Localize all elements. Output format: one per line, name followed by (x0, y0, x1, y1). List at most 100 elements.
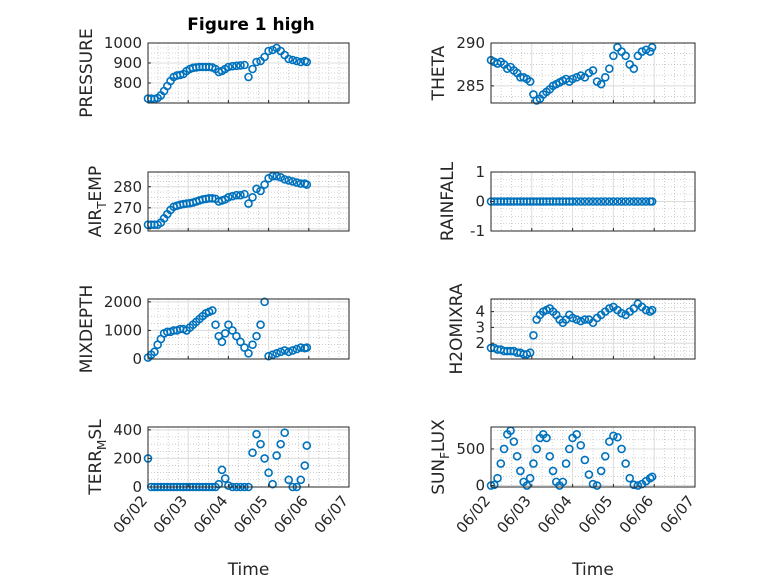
x-tick-label: 06/03 (150, 492, 192, 537)
data-point (280, 175, 289, 184)
data-point (296, 179, 306, 188)
data-point (268, 171, 277, 181)
data-point (647, 197, 657, 206)
data-point (617, 197, 626, 206)
data-point (232, 61, 241, 71)
data-point (296, 57, 306, 67)
data-point (576, 316, 586, 326)
data-point (211, 320, 220, 330)
data-point (609, 431, 618, 441)
data-point (592, 481, 602, 490)
data-point (522, 481, 532, 490)
data-point (645, 47, 655, 56)
data-point (256, 439, 265, 449)
x-axis-label: Time (571, 560, 614, 580)
data-point (260, 52, 269, 62)
data-point (220, 328, 230, 338)
data-point (588, 479, 598, 489)
y-tick-label: 200 (113, 449, 142, 467)
data-point (572, 315, 581, 324)
y-axis-label: SUNFLUX (429, 419, 452, 495)
y-tick-label: 280 (113, 178, 142, 196)
data-point (260, 454, 269, 463)
data-point (568, 313, 577, 323)
data-point (260, 180, 269, 189)
data-point (276, 347, 285, 357)
figure-title: Figure 1 high (187, 15, 315, 35)
data-point (284, 475, 294, 485)
y-tick-label: 1000 (104, 321, 142, 339)
data-point (232, 190, 241, 200)
y-axis-label: THETA (429, 45, 449, 101)
y-tick-label: 2 (475, 334, 485, 352)
data-point (302, 180, 312, 189)
data-point (272, 171, 281, 181)
y-axis-label: H2OMIXRA (447, 283, 467, 374)
y-tick-label: 0 (475, 193, 485, 211)
data-point (561, 459, 571, 468)
y-tick-label: -1 (470, 222, 485, 240)
y-tick-label: 285 (456, 77, 485, 95)
y-tick-label: 4 (475, 303, 485, 321)
data-point (236, 61, 245, 70)
data-point (637, 47, 647, 56)
data-point (302, 57, 312, 67)
data-point (224, 481, 233, 490)
data-point (600, 197, 610, 206)
data-point (565, 444, 574, 454)
data-point (525, 77, 535, 86)
x-tick-label: 06/07 (310, 492, 352, 537)
data-point (532, 444, 541, 454)
data-point (499, 444, 509, 454)
data-point (232, 331, 241, 341)
data-point (529, 331, 538, 340)
data-point (580, 455, 590, 465)
data-point (240, 189, 249, 199)
y-tick-label: 3 (475, 318, 485, 336)
data-point (605, 437, 614, 446)
data-point (236, 190, 245, 200)
data-point (228, 61, 237, 71)
data-point (609, 197, 618, 206)
data-point (217, 465, 227, 475)
data-point (576, 197, 586, 206)
data-point (617, 444, 626, 454)
axes-mixdepth: 0 1000 2000 MIXDEPTH (77, 285, 350, 373)
axes-rainfall: -1 0 1 RAINFALL (438, 161, 696, 241)
data-point (244, 199, 253, 208)
data-point (284, 54, 294, 64)
data-point (647, 42, 657, 52)
data-point (268, 479, 277, 489)
data-point (605, 64, 614, 74)
y-tick-label: 900 (113, 54, 142, 72)
data-point (264, 46, 273, 56)
data-point (284, 347, 294, 357)
data-point (600, 451, 610, 461)
x-tick-label: 06/07 (656, 492, 698, 537)
data-point (252, 331, 261, 341)
data-point (214, 479, 224, 489)
y-tick-label: 500 (456, 440, 485, 458)
x-tick-label: 06/05 (230, 492, 272, 537)
data-point (621, 197, 630, 206)
data-point (268, 350, 277, 360)
data-point (244, 72, 253, 82)
data-point (496, 459, 506, 468)
data-point (516, 466, 525, 476)
data-point (621, 459, 630, 468)
data-point (244, 348, 253, 358)
y-tick-label: 270 (113, 199, 142, 217)
data-point (629, 197, 639, 206)
x-tick-label: 06/05 (575, 492, 617, 537)
data-point (637, 197, 647, 206)
data-point (240, 60, 249, 70)
data-point (208, 194, 217, 203)
data-point (605, 197, 614, 206)
data-point (264, 351, 273, 361)
data-point (224, 62, 233, 72)
data-point (588, 197, 598, 206)
axes-frame (147, 171, 350, 232)
data-point (224, 192, 233, 202)
data-point (633, 481, 643, 490)
